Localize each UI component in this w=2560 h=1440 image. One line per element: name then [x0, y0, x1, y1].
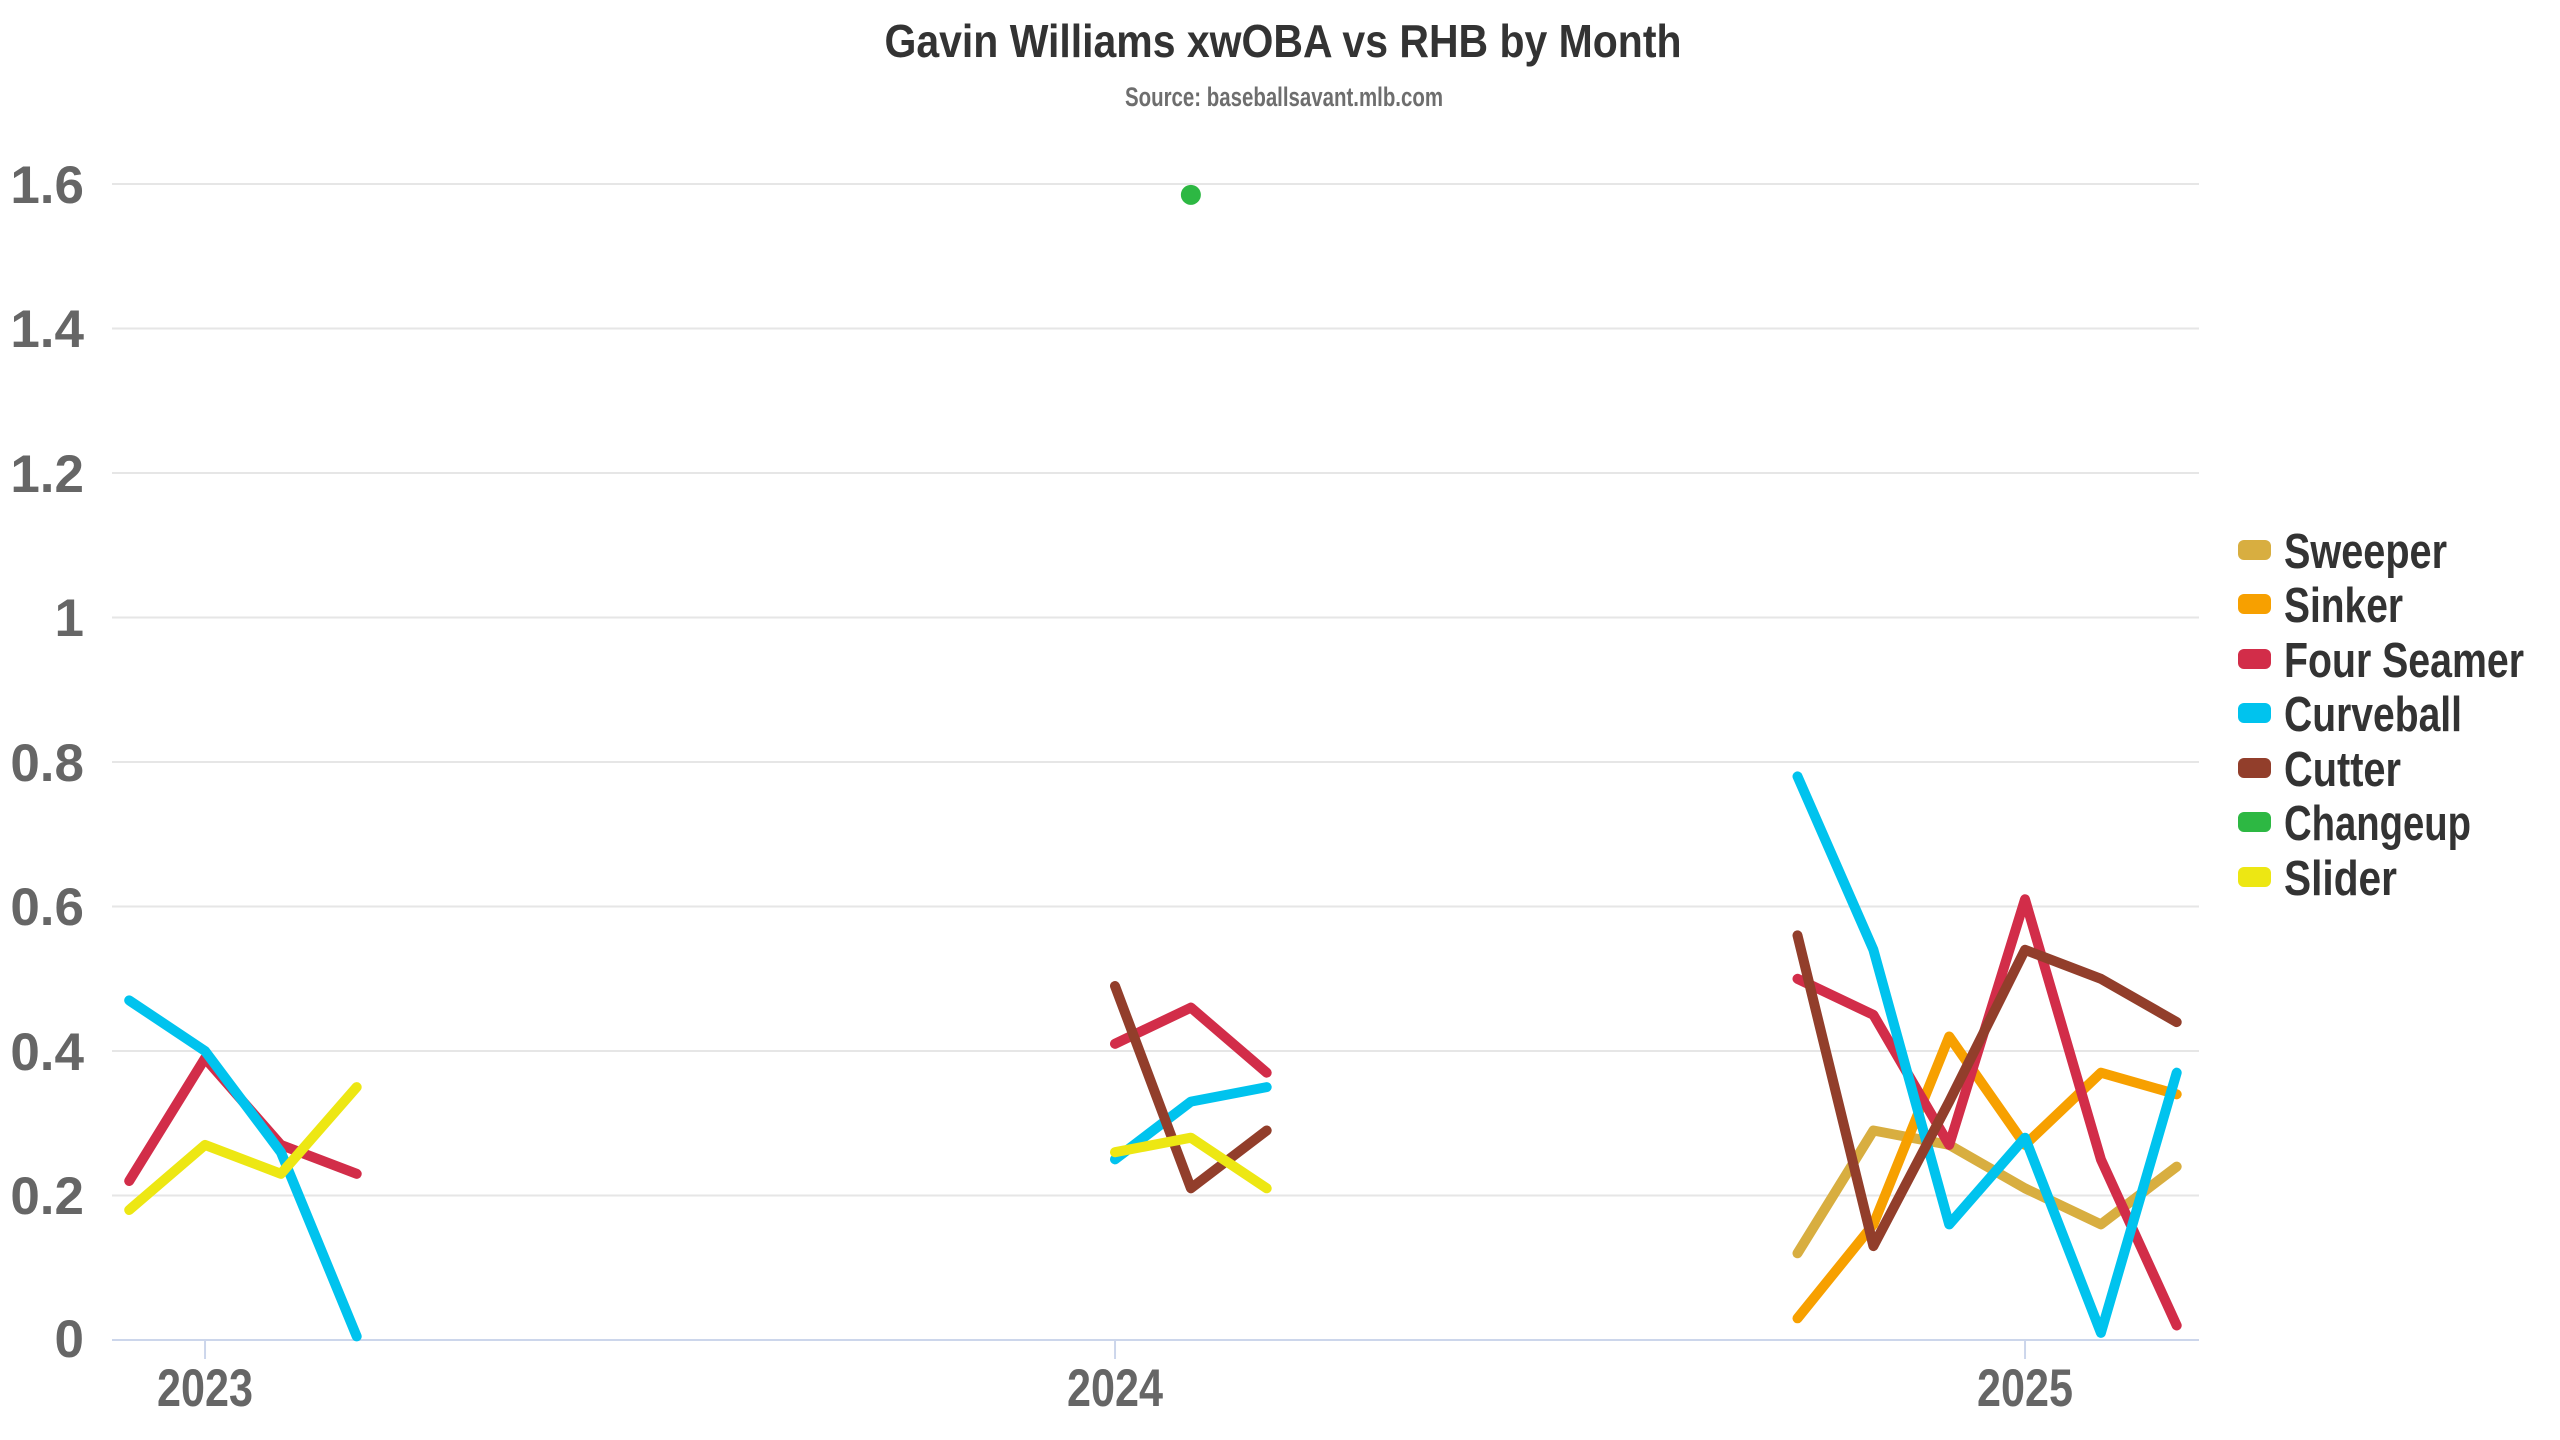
legend-item-four-seamer[interactable]: Four Seamer — [2238, 634, 2524, 688]
series-line-sinker — [1792, 1031, 2182, 1324]
y-axis-label: 0 — [55, 1310, 84, 1369]
legend-swatch-sweeper — [2238, 540, 2271, 560]
legend-label: Sweeper — [2284, 525, 2447, 579]
y-axis-label: 0.8 — [10, 734, 84, 793]
legend-swatch-changeup — [2238, 812, 2271, 832]
series-line-slider — [1110, 1132, 1272, 1194]
legend: Sweeper Sinker Four Seamer Curveball Cut… — [2238, 525, 2524, 906]
chart-subtitle: Source: baseballsavant.mlb.com — [1125, 82, 1443, 112]
series-line-curveball — [124, 995, 362, 1342]
legend-swatch-cutter — [2238, 758, 2271, 778]
legend-label: Four Seamer — [2284, 634, 2524, 688]
legend-item-slider[interactable]: Slider — [2238, 852, 2397, 906]
legend-item-sinker[interactable]: Sinker — [2238, 579, 2403, 633]
legend-label: Changeup — [2284, 797, 2471, 851]
x-axis-label-2024: 2024 — [1067, 1359, 1163, 1418]
legend-swatch-slider — [2238, 867, 2271, 887]
legend-swatch-curveball — [2238, 703, 2271, 723]
legend-swatch-four-seamer — [2238, 649, 2271, 669]
x-axis-label-2025: 2025 — [1977, 1359, 2073, 1418]
grid-layer — [112, 183, 2199, 1359]
y-axis-label: 0.2 — [10, 1167, 84, 1226]
series-line-curveball — [1792, 771, 2182, 1338]
legend-label: Slider — [2284, 852, 2397, 906]
legend-item-cutter[interactable]: Cutter — [2238, 743, 2401, 797]
legend-item-changeup[interactable]: Changeup — [2238, 797, 2471, 851]
y-axis-labels: 0 0.2 0.4 0.6 0.8 1 1.2 1.4 1.6 — [10, 156, 84, 1369]
y-axis-label: 0.6 — [10, 878, 84, 937]
legend-label: Sinker — [2284, 579, 2403, 633]
x-axis-labels: 2023 2024 2025 — [157, 1359, 2073, 1418]
series-line-sweeper — [1792, 1125, 2182, 1259]
series-line-slider — [124, 1082, 362, 1215]
series-line-four-seamer — [1110, 1002, 1272, 1078]
series-line-cutter — [1110, 981, 1272, 1194]
y-axis-label: 1.6 — [10, 156, 84, 215]
y-axis-label: 1.2 — [10, 445, 84, 504]
chart-title: Gavin Williams xwOBA vs RHB by Month — [885, 15, 1682, 67]
series-line-cutter — [1792, 930, 2182, 1252]
legend-swatch-sinker — [2238, 594, 2271, 614]
legend-label: Cutter — [2284, 743, 2401, 797]
series-point-changeup — [1180, 184, 1201, 205]
y-axis-label: 0.4 — [10, 1023, 84, 1082]
legend-item-curveball[interactable]: Curveball — [2238, 688, 2462, 742]
series-line-curveball — [1110, 1082, 1272, 1165]
legend-item-sweeper[interactable]: Sweeper — [2238, 525, 2447, 579]
x-axis-label-2023: 2023 — [157, 1359, 253, 1418]
y-axis-label: 1 — [55, 589, 84, 648]
y-axis-label: 1.4 — [10, 300, 84, 359]
plot-area — [124, 184, 2182, 1342]
legend-label: Curveball — [2284, 688, 2462, 742]
